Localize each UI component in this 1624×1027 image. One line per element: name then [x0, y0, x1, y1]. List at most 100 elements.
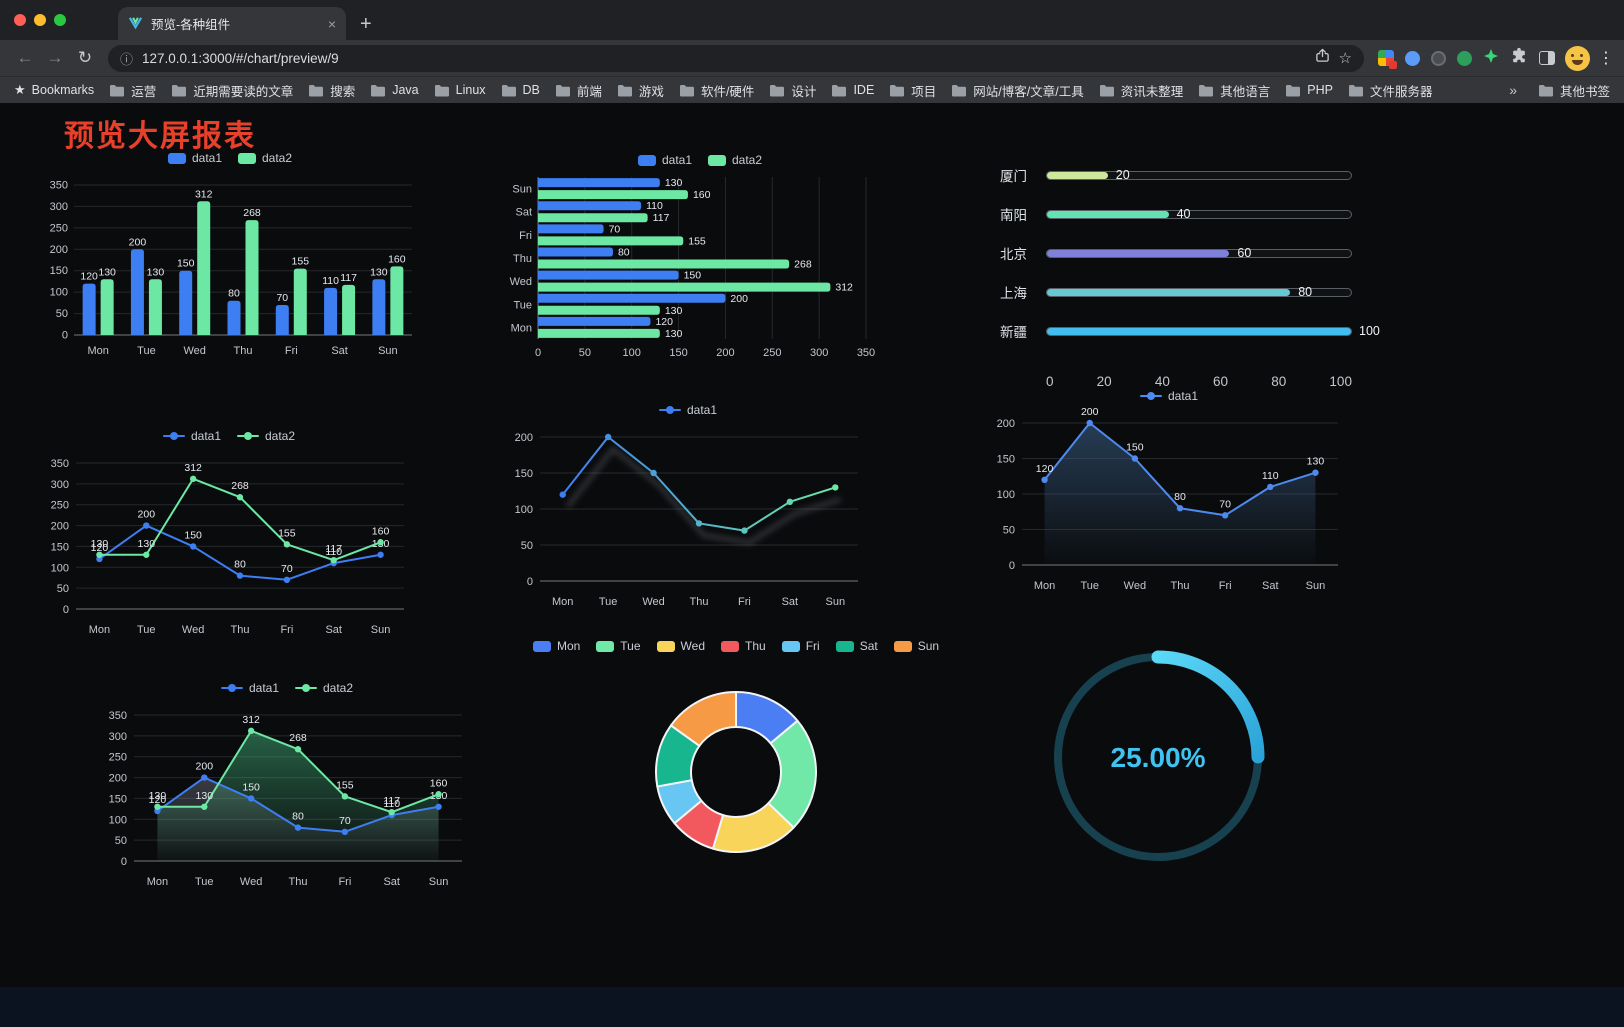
bookmark-folder[interactable]: 游戏	[617, 81, 664, 100]
folder-icon	[770, 84, 785, 96]
close-window-button[interactable]	[14, 14, 26, 26]
legend-item-data2[interactable]: data2	[708, 153, 762, 167]
legend-item-data2[interactable]: data2	[295, 681, 353, 695]
profile-avatar[interactable]	[1565, 45, 1590, 71]
svg-text:130: 130	[1307, 456, 1325, 468]
bookmark-label: 项目	[911, 84, 937, 99]
extension-icon-blue[interactable]	[1405, 50, 1420, 66]
folder-icon	[952, 84, 967, 96]
svg-text:Sat: Sat	[325, 624, 342, 636]
progress-track: 100	[1046, 324, 1380, 338]
bookmark-label: DB	[522, 83, 540, 97]
bookmark-folder[interactable]: 搜索	[308, 81, 355, 100]
folder-icon	[1348, 84, 1363, 96]
legend-item-Wed[interactable]: Wed	[656, 639, 705, 653]
bookmark-folder[interactable]: 近期需要读的文章	[171, 81, 293, 100]
bookmarks-home[interactable]: ★ Bookmarks	[14, 82, 94, 98]
legend-item-data2[interactable]: data2	[237, 429, 295, 443]
forward-button[interactable]: →	[46, 48, 64, 67]
legend-item-data1[interactable]: data1	[220, 681, 279, 695]
legend-item-data1[interactable]: data1	[167, 151, 222, 165]
svg-text:150: 150	[51, 541, 69, 553]
share-icon[interactable]	[1315, 48, 1330, 68]
bookmark-label: 运营	[131, 84, 157, 99]
minimize-window-button[interactable]	[34, 14, 46, 26]
legend-label: data2	[732, 153, 763, 167]
bookmark-folder[interactable]: PHP	[1285, 81, 1333, 100]
extension-icon-dark[interactable]	[1431, 50, 1446, 66]
browser-menu-icon[interactable]: ⋮	[1598, 50, 1614, 67]
bookmark-folder[interactable]: 前端	[555, 81, 602, 100]
progress-list: 厦门 20 南阳 40 北京 60 上海 80 新疆 100 0 20 40 60 80 100	[1000, 159, 1380, 389]
svg-text:155: 155	[688, 235, 706, 247]
bookmark-folder[interactable]: 软件/硬件	[679, 81, 754, 100]
svg-text:Fri: Fri	[738, 596, 751, 608]
bookmark-folder[interactable]: 运营	[109, 81, 156, 100]
bookmark-label: 文件服务器	[1369, 84, 1433, 99]
svg-text:120: 120	[80, 271, 98, 283]
legend-item-Thu[interactable]: Thu	[721, 639, 766, 653]
svg-text:Thu: Thu	[1171, 580, 1190, 592]
svg-text:200: 200	[109, 773, 127, 785]
chart-legend: data1 data2	[40, 425, 418, 447]
progress-row: 新疆 100	[1000, 323, 1380, 340]
legend-item-data2[interactable]: data2	[238, 151, 292, 165]
svg-text:Thu: Thu	[690, 596, 709, 608]
svg-text:120: 120	[91, 542, 109, 554]
bookmark-folder[interactable]: 设计	[769, 81, 816, 100]
tab-title: 预览-各种组件	[151, 18, 231, 32]
vertical-bar-chart: data1 data2 0 50 100 150 200 250 300 350 Mon 120 130…	[38, 147, 422, 365]
legend-item-Sun[interactable]: Sun	[893, 639, 939, 653]
bookmark-folder[interactable]: Linux	[434, 81, 486, 100]
reload-button[interactable]: ↻	[77, 48, 93, 67]
svg-text:150: 150	[50, 265, 68, 277]
bookmark-folder[interactable]: IDE	[831, 81, 874, 100]
bookmark-folder[interactable]: Java	[370, 81, 419, 100]
bookmark-star-icon[interactable]: ☆	[1338, 50, 1352, 67]
legend-item-Fri[interactable]: Fri	[781, 639, 820, 653]
svg-text:Mon: Mon	[147, 876, 168, 888]
bookmark-label: 设计	[791, 84, 817, 99]
folder-icon	[679, 84, 694, 96]
bookmark-folder[interactable]: DB	[501, 81, 540, 100]
chart-legend: Mon Tue Wed Thu Fri Sat Sun	[532, 635, 939, 657]
bookmark-folder[interactable]: 项目	[889, 81, 936, 100]
maximize-window-button[interactable]	[54, 14, 66, 26]
svg-text:50: 50	[1003, 525, 1015, 537]
legend-swatch-icon	[708, 154, 726, 166]
legend-item-data1[interactable]: data1	[1139, 389, 1198, 403]
back-button[interactable]: ←	[16, 48, 34, 67]
extension-icon-green[interactable]	[1457, 50, 1472, 66]
svg-text:0: 0	[63, 604, 69, 616]
bookmark-folder[interactable]: 文件服务器	[1348, 81, 1433, 100]
extensions-puzzle-icon[interactable]	[1510, 47, 1528, 70]
bookmark-label: 软件/硬件	[700, 84, 755, 99]
extension-icon-star[interactable]	[1483, 48, 1499, 69]
bookmarks-overflow-chevron[interactable]: »	[1509, 82, 1517, 98]
site-info-icon[interactable]: ⓘ	[120, 51, 134, 67]
legend-item-data1[interactable]: data1	[637, 153, 692, 167]
tab-close-icon[interactable]: ×	[327, 15, 336, 32]
side-panel-icon[interactable]	[1539, 51, 1555, 65]
progress-label: 上海	[1000, 286, 1027, 301]
tab-favicon-icon	[128, 15, 143, 33]
bookmark-folder[interactable]: 资讯未整理	[1099, 81, 1183, 100]
svg-text:117: 117	[653, 212, 670, 224]
svg-text:150: 150	[109, 793, 127, 805]
browser-tab[interactable]: 预览-各种组件 ×	[118, 7, 346, 40]
legend-item-data1[interactable]: data1	[162, 429, 221, 443]
legend-item-Mon[interactable]: Mon	[532, 639, 580, 653]
svg-text:110: 110	[1262, 470, 1279, 482]
bookmark-label: IDE	[853, 83, 875, 97]
legend-item-Sat[interactable]: Sat	[835, 639, 878, 653]
address-bar[interactable]: ⓘ 127.0.0.1:3000/#/chart/preview/9 ☆	[108, 44, 1364, 72]
bookmark-folder[interactable]: 网站/博客/文章/工具	[951, 81, 1084, 100]
legend-item-Tue[interactable]: Tue	[596, 639, 641, 653]
extension-icon-grid[interactable]	[1378, 50, 1397, 69]
legend-item-data1[interactable]: data1	[658, 403, 717, 417]
other-bookmarks[interactable]: 其他书签	[1538, 81, 1610, 100]
new-tab-button[interactable]: +	[360, 13, 372, 35]
legend-swatch-icon	[835, 640, 854, 652]
svg-text:Sat: Sat	[331, 345, 348, 357]
bookmark-folder[interactable]: 其他语言	[1198, 81, 1270, 100]
